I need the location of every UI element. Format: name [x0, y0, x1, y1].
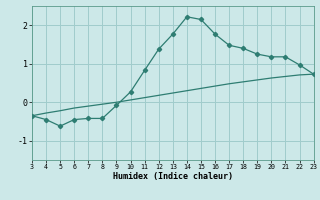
X-axis label: Humidex (Indice chaleur): Humidex (Indice chaleur)	[113, 172, 233, 181]
